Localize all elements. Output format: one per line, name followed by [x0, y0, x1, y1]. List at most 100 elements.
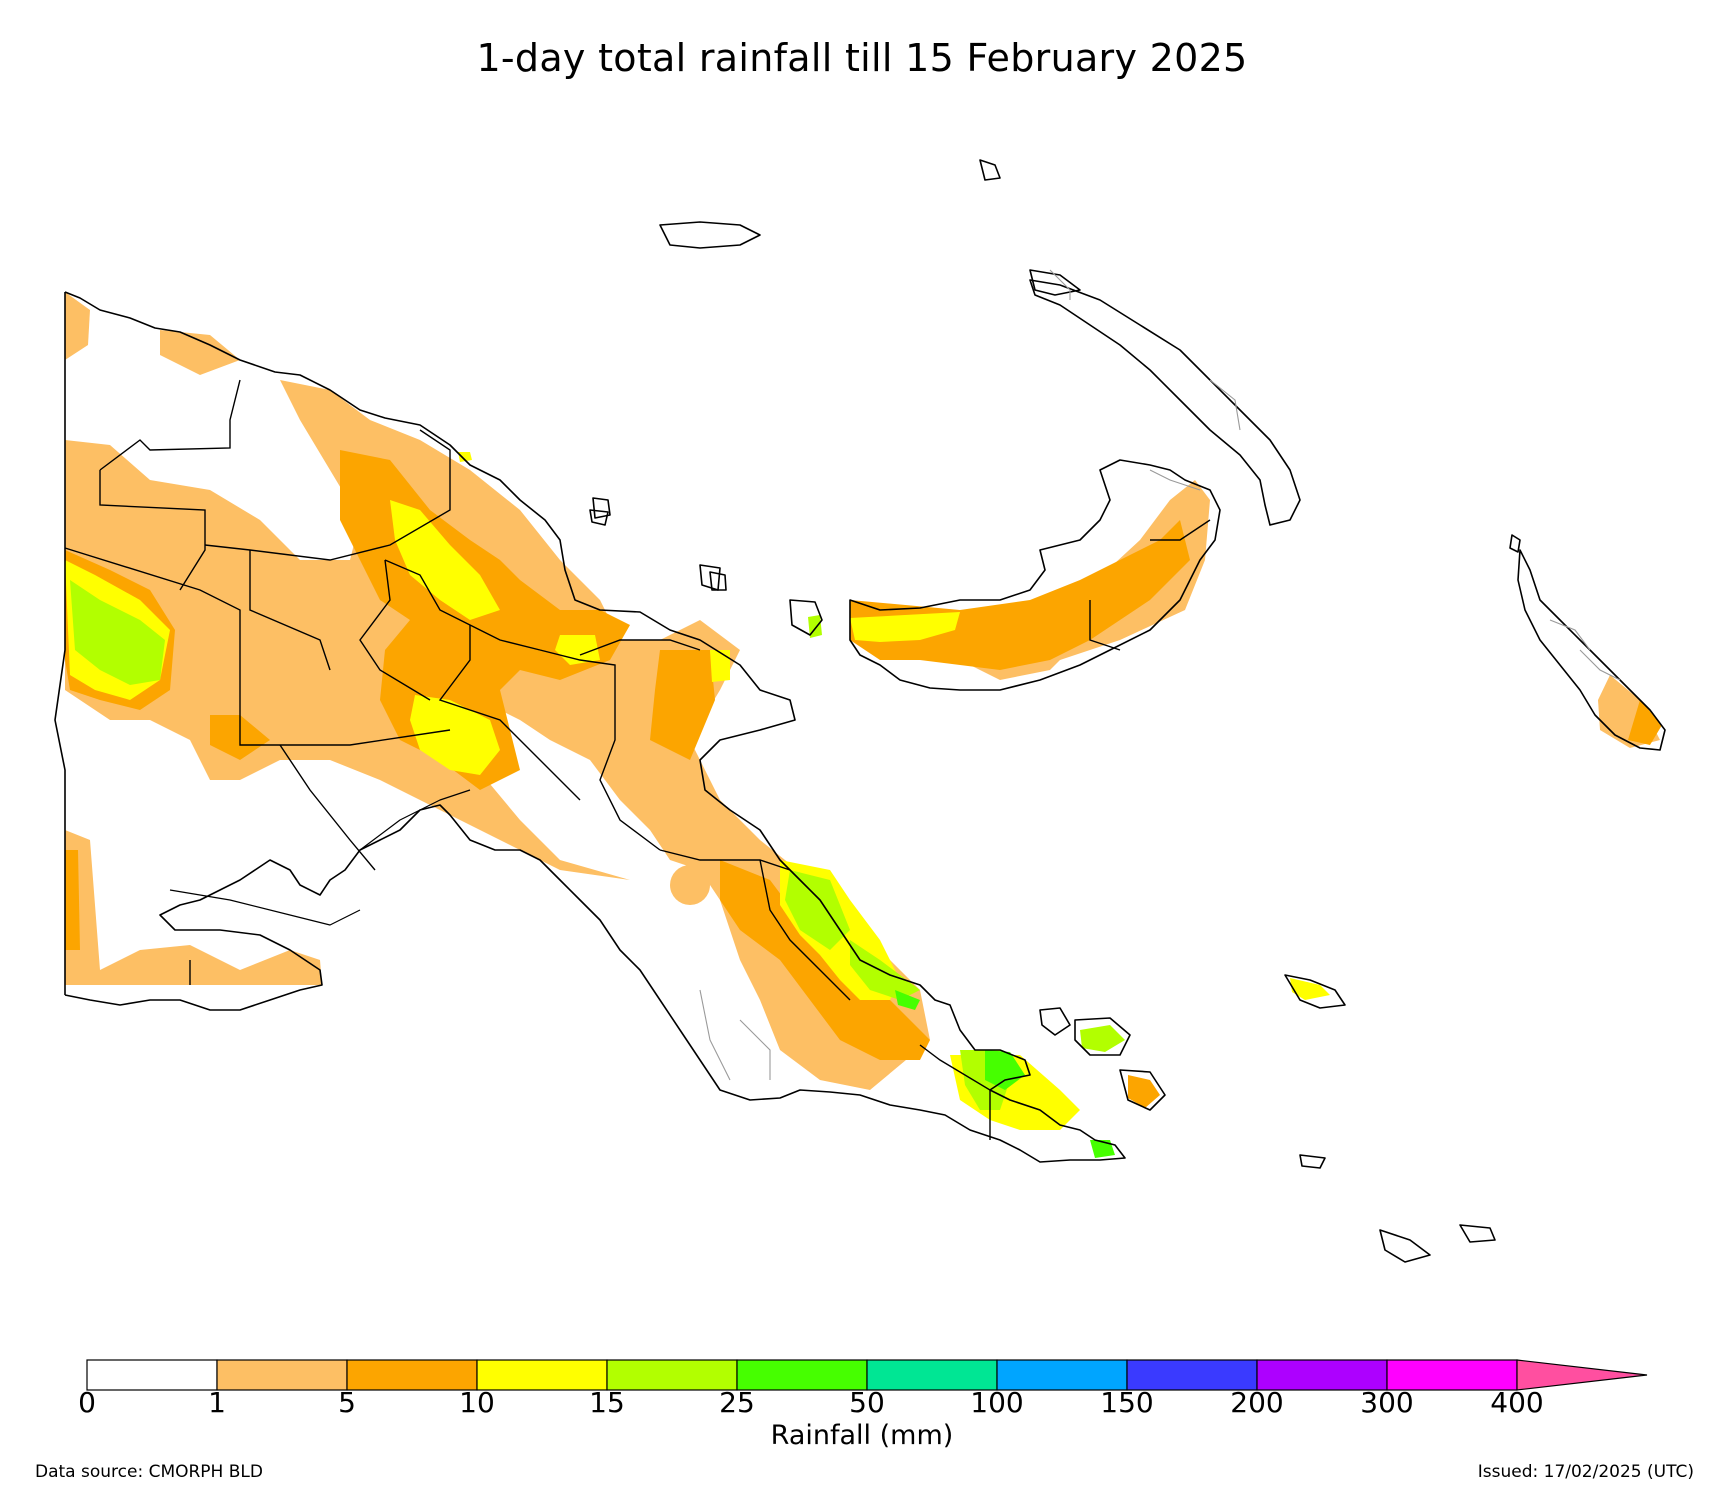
- province-border: [99, 470, 206, 591]
- province-border: [384, 559, 541, 651]
- new-britain-coastline: [849, 459, 1221, 691]
- coastlines: [54, 159, 1666, 1263]
- western-border: [54, 292, 66, 995]
- new-hanover-coastline: [1029, 269, 1081, 296]
- province-border: [659, 849, 791, 871]
- rainfall-shading: [65, 292, 1662, 1158]
- district-border: [739, 1019, 771, 1080]
- province-borders: [64, 379, 1211, 1140]
- district-border: [1549, 619, 1591, 651]
- trobriand-coastline: [1284, 974, 1346, 1009]
- colorbar-tick-label: 5: [338, 1386, 356, 1419]
- rossel-coastline: [1459, 1224, 1496, 1243]
- district-border: [1049, 269, 1071, 300]
- woodlark-coastline: [1299, 1154, 1326, 1169]
- colorbar-extend-arrow: [1516, 1359, 1648, 1391]
- province-border: [279, 744, 376, 871]
- colorbar-segment: [866, 1359, 998, 1391]
- province-border: [579, 639, 701, 656]
- admiralty-islet: [979, 159, 1001, 181]
- fly-river: [169, 889, 361, 926]
- goodenough-coastline: [1039, 1007, 1071, 1036]
- rain-zone-5-10: [65, 850, 80, 950]
- colorbar-segment: [736, 1359, 868, 1391]
- rain-zone-10-15: [555, 635, 600, 665]
- rain-zone-15-25: [1080, 1025, 1125, 1052]
- admiralty-islet: [589, 509, 609, 526]
- colorbar-tick-label: 200: [1230, 1386, 1284, 1419]
- rain-zone-1-5: [65, 830, 322, 985]
- umboi-coastline: [789, 599, 823, 636]
- normanby-coastline: [1119, 1069, 1166, 1111]
- district-border: [1149, 469, 1201, 491]
- rain-zone-5-10: [650, 650, 715, 760]
- colorbar-segment: [606, 1359, 738, 1391]
- buka-coastline: [1509, 534, 1521, 553]
- bougainville-coastline: [1517, 549, 1666, 751]
- colorbar: [86, 1359, 1648, 1391]
- province-border: [759, 859, 851, 1001]
- long-island-coastline: [592, 497, 611, 519]
- rain-zone-25-50: [895, 990, 920, 1010]
- rain-zone-10-15: [850, 612, 960, 642]
- fergusson-coastline: [1074, 1017, 1131, 1056]
- rain-zone-15-25: [850, 940, 920, 1000]
- rain-zone-1-5: [670, 865, 710, 905]
- rain-zone-25-50: [985, 1050, 1025, 1090]
- colorbar-tick-label: 100: [970, 1386, 1024, 1419]
- new-ireland-coastline: [1029, 279, 1301, 526]
- colorbar-tick-label: 150: [1100, 1386, 1154, 1419]
- mainland-coastline: [64, 291, 1126, 1163]
- district-border: [1579, 649, 1621, 681]
- manus-coastline: [659, 221, 761, 249]
- colorbar-tick-label: 25: [719, 1386, 755, 1419]
- colorbar-segment: [216, 1359, 348, 1391]
- colorbar-tick-label: 400: [1490, 1386, 1544, 1419]
- rain-zone-10-15: [710, 650, 730, 682]
- map-title: 1-day total rainfall till 15 February 20…: [476, 36, 1248, 80]
- province-border: [438, 625, 581, 801]
- river-delta: [359, 789, 471, 851]
- colorbar-tick-label: 300: [1360, 1386, 1414, 1419]
- colorbar-tick-label: 10: [459, 1386, 495, 1419]
- louisiade-coastline: [1379, 1229, 1431, 1263]
- colorbar-segment: [86, 1359, 218, 1391]
- district-border: [1209, 379, 1241, 431]
- rain-zone-10-15: [410, 695, 500, 775]
- colorbar-segment: [1386, 1359, 1518, 1391]
- admiralty-islet: [699, 564, 721, 591]
- province-border: [539, 649, 661, 851]
- rain-zone-10-15: [1290, 978, 1330, 1000]
- colorbar-tick-label: 1: [208, 1386, 226, 1419]
- province-border: [64, 547, 451, 746]
- rain-zone-15-25: [70, 580, 165, 685]
- rain-zone-10-15: [390, 500, 500, 620]
- rain-zone-10-15: [458, 452, 472, 462]
- rain-zone-1-5: [65, 292, 90, 360]
- colorbar-segment: [1126, 1359, 1258, 1391]
- rain-zone-25-50: [1090, 1140, 1115, 1158]
- rain-zone-1-5: [160, 330, 240, 375]
- colorbar-segment: [996, 1359, 1128, 1391]
- data-source-note: Data source: CMORPH BLD: [35, 1462, 263, 1482]
- province-border: [359, 559, 431, 701]
- colorbar-axis-label: Rainfall (mm): [770, 1420, 954, 1451]
- colorbar-segment: [346, 1359, 478, 1391]
- issued-date-note: Issued: 17/02/2025 (UTC): [1477, 1462, 1694, 1482]
- rain-zone-1-5: [65, 380, 930, 1090]
- province-border: [99, 379, 241, 471]
- district-borders: [699, 269, 1621, 1081]
- province-border: [919, 1044, 991, 1140]
- province-border: [1089, 600, 1121, 651]
- colorbar-tick-label: 15: [589, 1386, 625, 1419]
- colorbar-segment: [476, 1359, 608, 1391]
- colorbar-tick-label: 0: [78, 1386, 96, 1419]
- province-border: [249, 550, 331, 671]
- rain-zone-15-25: [785, 870, 850, 950]
- rain-zone-5-10: [1128, 1075, 1160, 1108]
- district-border: [699, 989, 731, 1081]
- colorbar-segment: [1256, 1359, 1388, 1391]
- province-border: [1150, 519, 1211, 541]
- colorbar-tick-label: 50: [849, 1386, 885, 1419]
